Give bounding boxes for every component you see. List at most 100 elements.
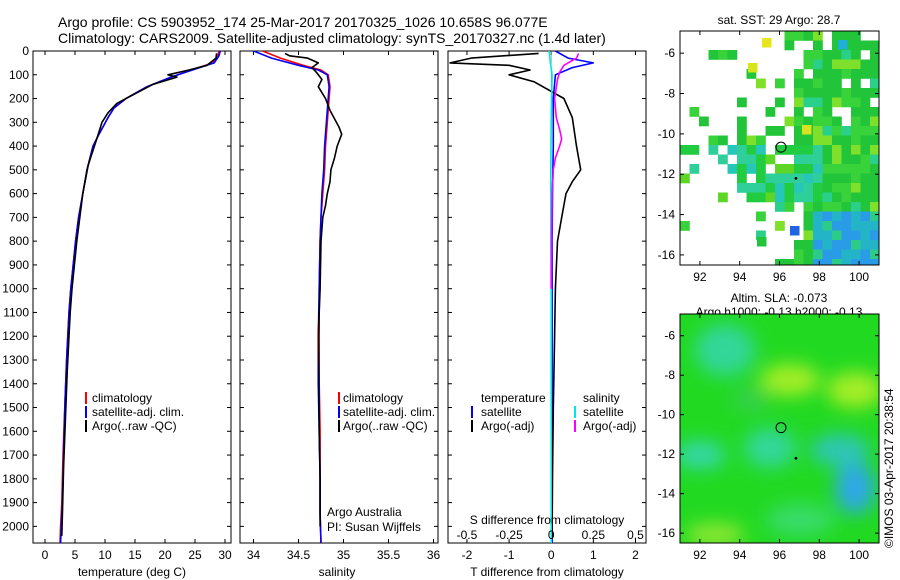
sst-cell <box>860 107 871 117</box>
argo-australia-note: Argo Australia <box>327 505 402 519</box>
sst-cell <box>813 240 823 250</box>
lat-tick-label: -12 <box>658 167 676 181</box>
profile-location-marker <box>775 141 787 153</box>
sst-cell <box>784 164 795 174</box>
sst-cell <box>860 97 871 108</box>
sst-cell <box>822 107 833 117</box>
sst-cell <box>775 173 785 184</box>
sst-cell <box>870 126 879 136</box>
sst-cell <box>737 173 747 184</box>
difference-legend: temperature salinity satellite Argo(-adj… <box>471 391 636 433</box>
sst-cell <box>832 59 842 70</box>
sst-cell <box>841 192 852 203</box>
sst-cell <box>822 78 833 89</box>
series-t-satellite <box>551 51 595 543</box>
depth-tick-label: 1700 <box>2 448 29 462</box>
sst-cell <box>832 183 842 193</box>
sst-cell <box>822 135 833 146</box>
sst-cell <box>746 183 757 193</box>
x-tick-label: 20 <box>158 548 172 562</box>
sst-cell <box>813 164 823 174</box>
sst-cell <box>870 59 879 70</box>
sst-cell <box>737 126 747 136</box>
x-tick-label: 5 <box>72 548 79 562</box>
sst-cell <box>851 249 861 260</box>
x-tick-label: 34 <box>247 548 261 562</box>
depth-tick-label: 100 <box>9 68 29 82</box>
x-tick-label: 30 <box>218 548 232 562</box>
sst-cell <box>860 173 871 184</box>
sst-cell <box>802 125 812 135</box>
sst-cell <box>803 97 814 108</box>
lat-tick-label: -10 <box>658 127 676 141</box>
sst-cell <box>775 145 785 155</box>
sst-cell <box>860 202 871 212</box>
sst-cell <box>718 192 728 203</box>
sst-cell <box>841 59 852 70</box>
sst-cell <box>860 183 871 193</box>
sst-cell <box>756 78 766 89</box>
sst-cell <box>803 211 814 222</box>
sst-map-ticks: 92 94 96 98 100 -6 -8 -10 -12 -14 -16 <box>658 31 879 284</box>
sst-cell <box>756 145 766 155</box>
sst-cell <box>803 221 814 231</box>
depth-tick-label: 1300 <box>2 353 29 367</box>
sst-cell <box>841 97 852 108</box>
sst-cell <box>841 31 852 41</box>
sst-cell <box>765 173 776 184</box>
sst-cell <box>784 202 795 212</box>
sst-cell <box>851 154 861 165</box>
x-tick-label: 0 <box>548 548 555 562</box>
sst-cell <box>860 164 871 174</box>
sst-cell <box>851 116 861 127</box>
sst-cell <box>822 259 833 265</box>
sst-cell <box>762 38 772 48</box>
depth-tick-label: 1000 <box>2 282 29 296</box>
lat-tick-label: -14 <box>658 208 676 222</box>
sst-cell <box>851 221 861 231</box>
sst-cell <box>737 145 747 155</box>
sst-cell <box>775 78 785 89</box>
sst-cell <box>851 211 861 222</box>
sst-cell <box>841 211 852 222</box>
sst-cell <box>794 135 804 146</box>
sst-cell <box>832 164 842 174</box>
sst-cell <box>708 135 719 146</box>
sst-cell <box>851 259 861 265</box>
sst-cell <box>851 78 861 89</box>
sst-cell <box>689 164 700 174</box>
sst-cell <box>737 97 747 108</box>
sst-cell <box>813 88 823 98</box>
sst-cell <box>822 88 833 98</box>
legend-label-t-argo: Argo(-adj) <box>481 419 534 433</box>
sst-cell <box>765 192 776 203</box>
sst-cell <box>813 173 823 184</box>
sst-cell <box>756 183 766 193</box>
sst-cell <box>784 173 795 184</box>
sst-cell <box>841 69 852 79</box>
sst-cell <box>765 126 776 136</box>
depth-tick-label: 300 <box>9 115 29 129</box>
sst-cell <box>813 259 823 265</box>
sst-cell <box>790 226 800 236</box>
legend-label-argo: Argo(..raw -QC) <box>343 419 428 433</box>
sst-cell <box>680 173 690 184</box>
sst-cell <box>860 135 871 146</box>
sst-cell <box>803 59 814 70</box>
sst-cell <box>794 116 804 127</box>
sst-cell <box>813 145 823 155</box>
sst-cell <box>832 88 842 98</box>
sst-cell <box>794 173 804 184</box>
sst-cell <box>822 50 833 60</box>
sst-cell <box>832 221 842 231</box>
lat-tick-label: -10 <box>658 408 676 422</box>
lon-tick-label: 100 <box>849 548 869 562</box>
sst-cell <box>813 221 823 231</box>
sst-cell <box>851 183 861 193</box>
sst-cell <box>680 221 690 231</box>
sst-cell <box>870 211 879 222</box>
series-s-argo-adj- <box>550 53 580 289</box>
sst-cell <box>832 173 842 184</box>
sst-cell <box>832 145 842 155</box>
legend-title-temperature: temperature <box>481 391 546 405</box>
